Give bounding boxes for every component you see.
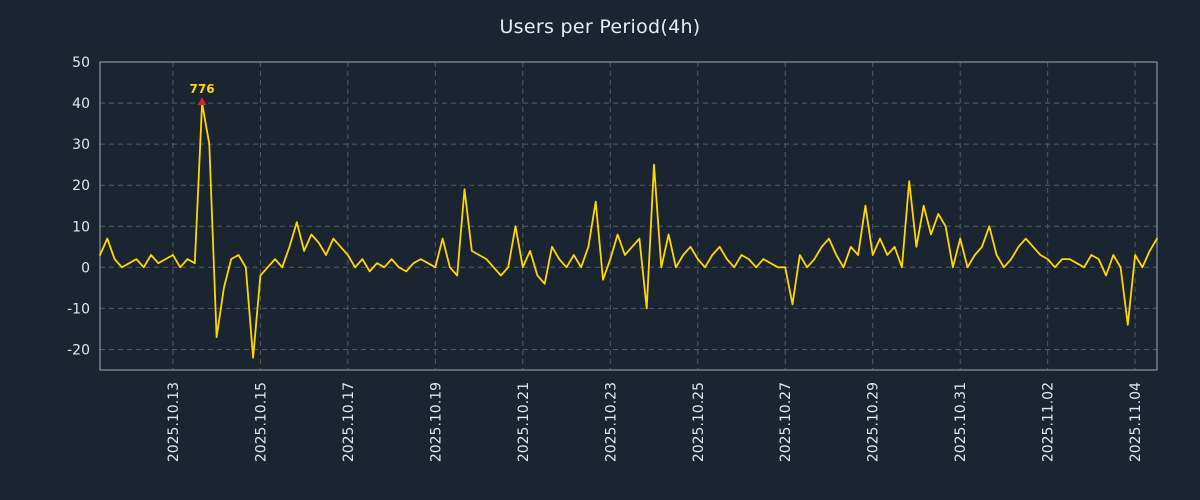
x-tick-label: 2025.10.15 [253,382,269,462]
y-tick-label: -20 [67,343,90,359]
y-tick-label: 30 [72,137,90,153]
x-tick-label: 2025.10.19 [428,382,444,462]
x-tick-label: 2025.11.04 [1128,382,1144,462]
peak-annotation-label: 776 [190,82,215,96]
y-tick-label: 20 [72,178,90,194]
x-tick-label: 2025.10.29 [866,382,882,462]
y-tick-label: 10 [72,219,90,235]
x-tick-label: 2025.10.31 [953,382,969,462]
x-tick-label: 2025.10.23 [603,382,619,462]
y-tick-label: 0 [81,260,90,276]
data-line [99,102,1158,359]
x-tick-label: 2025.10.13 [166,382,182,462]
chart-title: Users per Period(4h) [499,16,701,38]
plot-border [99,61,1158,371]
x-tick-label: 2025.10.25 [691,382,707,462]
x-tick-label: 2025.11.02 [1041,382,1057,462]
y-tick-label: 40 [72,96,90,112]
x-tick-label: 2025.10.17 [341,382,357,462]
peak-marker-triangle-icon [197,97,207,106]
x-tick-label: 2025.10.27 [778,382,794,462]
y-tick-label: 50 [72,55,90,71]
y-tick-label: -10 [67,301,90,317]
x-tick-label: 2025.10.21 [516,382,532,462]
